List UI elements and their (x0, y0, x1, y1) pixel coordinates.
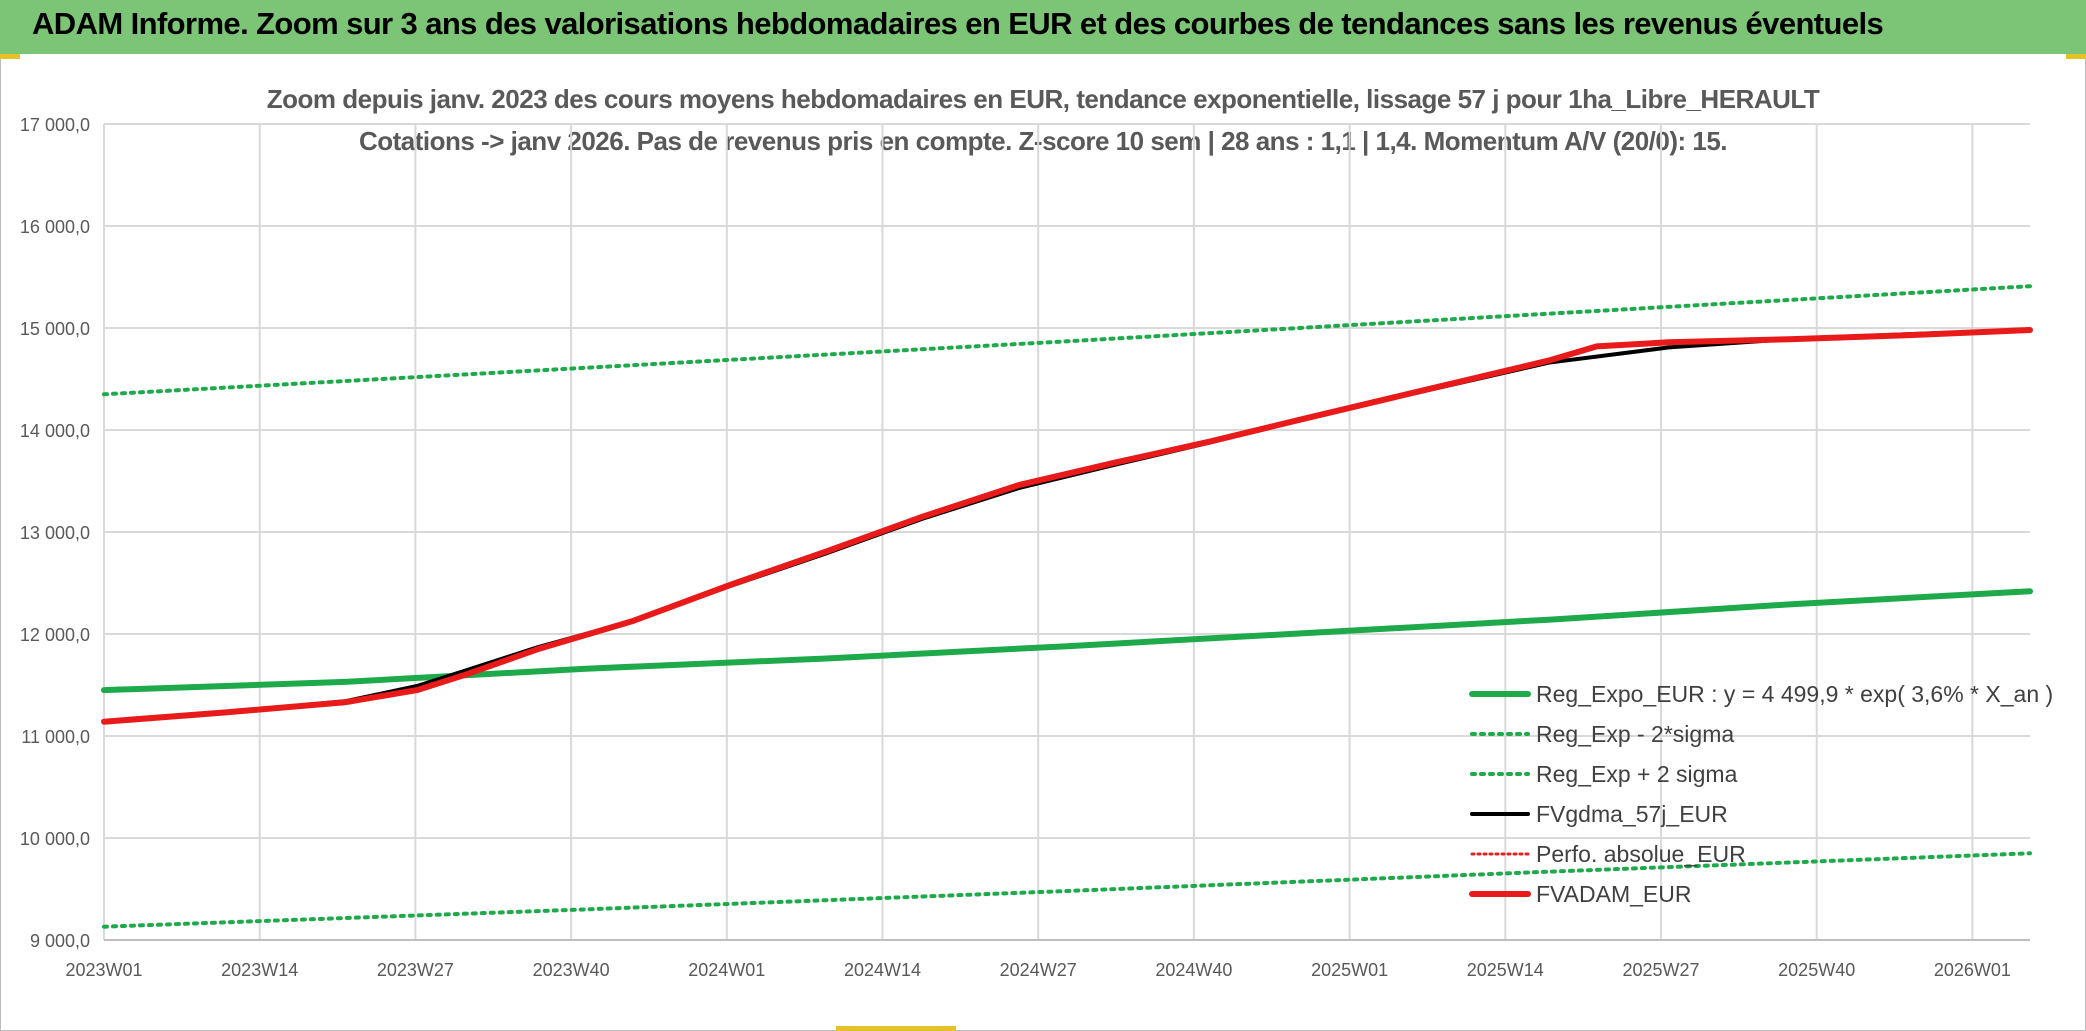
y-tick-label: 12 000,0 (20, 625, 90, 645)
legend-label: FVgdma_57j_EUR (1536, 801, 1728, 827)
legend-label: Reg_Exp + 2 sigma (1536, 761, 1738, 787)
y-tick-label: 10 000,0 (20, 829, 90, 849)
y-tick-label: 9 000,0 (30, 931, 90, 951)
x-tick-label: 2023W40 (533, 960, 610, 980)
bottom-marker (836, 1026, 956, 1031)
y-tick-label: 15 000,0 (20, 319, 90, 339)
x-tick-label: 2024W01 (688, 960, 765, 980)
x-tick-label: 2023W14 (221, 960, 298, 980)
chart-title: Zoom depuis janv. 2023 des cours moyens … (266, 84, 1820, 114)
gridlines (103, 123, 2030, 941)
corner-marker-right (2066, 54, 2086, 59)
x-axis-ticks: 2023W01 2023W14 2023W27 2023W40 2024W01 2024W… (65, 960, 2010, 980)
report-title: ADAM Informe. Zoom sur 3 ans des valoris… (32, 6, 1884, 41)
corner-marker-left (0, 54, 20, 59)
legend-label: Reg_Exp - 2*sigma (1536, 721, 1734, 747)
legend: Reg_Expo_EUR : y = 4 499,9 * exp( 3,6% *… (1469, 681, 2053, 907)
x-tick-label: 2024W40 (1155, 960, 1232, 980)
header-banner: ADAM Informe. Zoom sur 3 ans des valoris… (0, 0, 2086, 54)
y-tick-label: 14 000,0 (20, 421, 90, 441)
series-lines (101, 284, 2033, 929)
y-tick-label: 13 000,0 (20, 523, 90, 543)
y-axis-ticks: 9 000,0 10 000,0 11 000,0 12 000,0 13 000,0 1… (20, 115, 90, 951)
y-tick-label: 11 000,0 (21, 727, 90, 747)
x-tick-label: 2024W27 (1000, 960, 1077, 980)
x-tick-label: 2026W01 (1934, 960, 2011, 980)
x-tick-label: 2024W14 (844, 960, 921, 980)
legend-label: Perfo. absolue_EUR (1536, 841, 1746, 867)
legend-label: FVADAM_EUR (1536, 881, 1692, 907)
x-tick-label: 2023W27 (377, 960, 454, 980)
chart-subtitle: Cotations -> janv 2026. Pas de revenus p… (358, 126, 1728, 156)
x-tick-label: 2025W27 (1622, 960, 1699, 980)
reg-minus-2sigma-line (102, 851, 2032, 929)
reg-expo-line (101, 588, 2033, 694)
legend-label: Reg_Expo_EUR : y = 4 499,9 * exp( 3,6% *… (1536, 681, 2053, 707)
y-tick-label: 17 000,0 (20, 115, 90, 135)
fvgdma-57j-line (102, 328, 2032, 724)
x-tick-label: 2025W14 (1467, 960, 1544, 980)
x-tick-label: 2025W01 (1311, 960, 1388, 980)
y-tick-label: 16 000,0 (20, 217, 90, 237)
x-tick-label: 2023W01 (65, 960, 142, 980)
fvadam-line (101, 327, 2033, 725)
x-tick-label: 2025W40 (1778, 960, 1855, 980)
reg-plus-2sigma-line (102, 284, 2032, 397)
